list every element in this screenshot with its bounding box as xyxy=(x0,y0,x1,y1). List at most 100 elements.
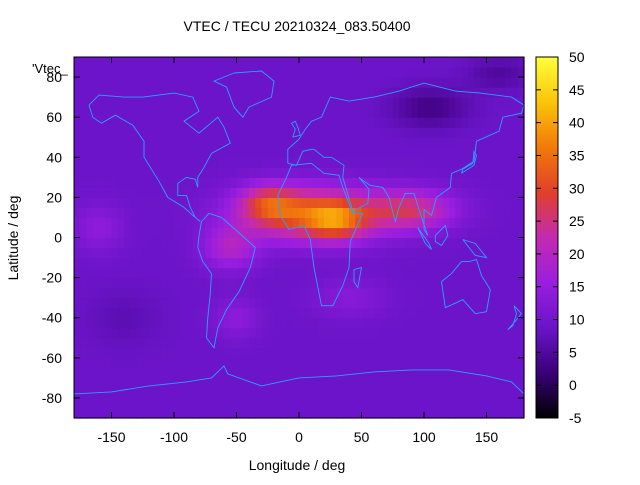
heatmap-cell xyxy=(142,217,150,229)
heatmap-cell xyxy=(399,247,406,259)
heatmap-cell xyxy=(417,117,425,128)
heatmap-cell xyxy=(486,367,494,379)
heatmap-cell xyxy=(111,167,119,178)
heatmap-cell xyxy=(105,357,113,369)
heatmap-cell xyxy=(99,387,106,399)
heatmap-cell xyxy=(111,117,119,128)
heatmap-cell xyxy=(274,167,281,178)
heatmap-cell xyxy=(511,187,519,198)
heatmap-cell xyxy=(174,337,181,349)
heatmap-cell xyxy=(155,207,163,219)
heatmap-cell xyxy=(192,267,200,279)
heatmap-cell xyxy=(274,157,281,168)
heatmap-cell xyxy=(467,97,475,108)
heatmap-cell xyxy=(205,207,213,219)
heatmap-cell xyxy=(511,237,519,249)
heatmap-cell xyxy=(180,237,188,249)
heatmap-cell xyxy=(267,367,275,379)
heatmap-cell xyxy=(261,187,269,198)
heatmap-cell xyxy=(117,337,125,349)
heatmap-cell xyxy=(505,57,513,68)
heatmap-cell xyxy=(324,57,331,68)
heatmap-cell xyxy=(317,107,325,118)
heatmap-cell xyxy=(436,407,444,419)
heatmap-cell xyxy=(336,397,344,409)
heatmap-cell xyxy=(99,137,106,148)
heatmap-cell xyxy=(480,317,488,329)
heatmap-cell xyxy=(505,317,513,329)
heatmap-cell xyxy=(411,247,419,259)
heatmap-cell xyxy=(324,137,331,148)
heatmap-cell xyxy=(211,227,219,239)
heatmap-cell xyxy=(492,327,500,339)
heatmap-cell xyxy=(130,77,138,88)
heatmap-cell xyxy=(374,247,381,259)
heatmap-cell xyxy=(267,407,275,419)
heatmap-cell xyxy=(180,307,188,319)
heatmap-cell xyxy=(461,207,469,219)
heatmap-cell xyxy=(442,197,450,209)
heatmap-cell xyxy=(161,277,169,289)
heatmap-cell xyxy=(424,287,431,299)
heatmap-cell xyxy=(299,197,306,209)
heatmap-cell xyxy=(330,97,338,108)
heatmap-cell xyxy=(92,77,100,88)
heatmap-cell xyxy=(167,127,175,138)
heatmap-cell xyxy=(480,207,488,219)
y-tick-label: 40 xyxy=(46,149,62,165)
heatmap-cell xyxy=(267,377,275,389)
heatmap-cell xyxy=(167,367,175,379)
heatmap-cell xyxy=(355,317,363,329)
heatmap-cell xyxy=(192,127,200,138)
heatmap-cell xyxy=(280,167,288,178)
heatmap-cell xyxy=(361,197,369,209)
heatmap-cell xyxy=(142,197,150,209)
heatmap-cell xyxy=(105,227,113,239)
heatmap-cell xyxy=(499,167,506,178)
heatmap-cell xyxy=(386,377,394,389)
heatmap-cell xyxy=(305,257,313,269)
heatmap-cell xyxy=(117,407,125,419)
heatmap-cell xyxy=(405,377,413,389)
heatmap-cell xyxy=(92,127,100,138)
heatmap-cell xyxy=(136,77,144,88)
heatmap-cell xyxy=(261,317,269,329)
heatmap-cell xyxy=(192,227,200,239)
heatmap-cell xyxy=(292,377,300,389)
heatmap-cell xyxy=(299,167,306,178)
heatmap-cell xyxy=(317,277,325,289)
heatmap-cell xyxy=(455,137,463,148)
heatmap-cell xyxy=(286,57,294,68)
heatmap-cell xyxy=(117,237,125,249)
heatmap-cell xyxy=(467,257,475,269)
heatmap-cell xyxy=(267,77,275,88)
heatmap-cell xyxy=(449,387,456,399)
heatmap-cell xyxy=(386,287,394,299)
heatmap-cell xyxy=(430,397,438,409)
heatmap-cell xyxy=(361,297,369,309)
overlay-label: 'Vtec_ xyxy=(32,61,68,76)
heatmap-cell xyxy=(299,77,306,88)
heatmap-cell xyxy=(149,77,156,88)
heatmap-cell xyxy=(324,387,331,399)
heatmap-cell xyxy=(455,197,463,209)
heatmap-cell xyxy=(242,157,250,168)
heatmap-cell xyxy=(499,277,506,289)
heatmap-cell xyxy=(92,247,100,259)
heatmap-cell xyxy=(117,67,125,78)
heatmap-cell xyxy=(311,327,319,339)
heatmap-cell xyxy=(236,187,244,198)
heatmap-cell xyxy=(467,187,475,198)
heatmap-cell xyxy=(474,357,481,369)
heatmap-cell xyxy=(261,357,269,369)
heatmap-cell xyxy=(249,377,256,389)
heatmap-cell xyxy=(442,77,450,88)
heatmap-cell xyxy=(280,267,288,279)
heatmap-cell xyxy=(255,377,263,389)
heatmap-cell xyxy=(149,117,156,128)
heatmap-cell xyxy=(230,57,238,68)
heatmap-cell xyxy=(149,407,156,419)
heatmap-cell xyxy=(405,97,413,108)
heatmap-cell xyxy=(292,357,300,369)
heatmap-cell xyxy=(242,227,250,239)
